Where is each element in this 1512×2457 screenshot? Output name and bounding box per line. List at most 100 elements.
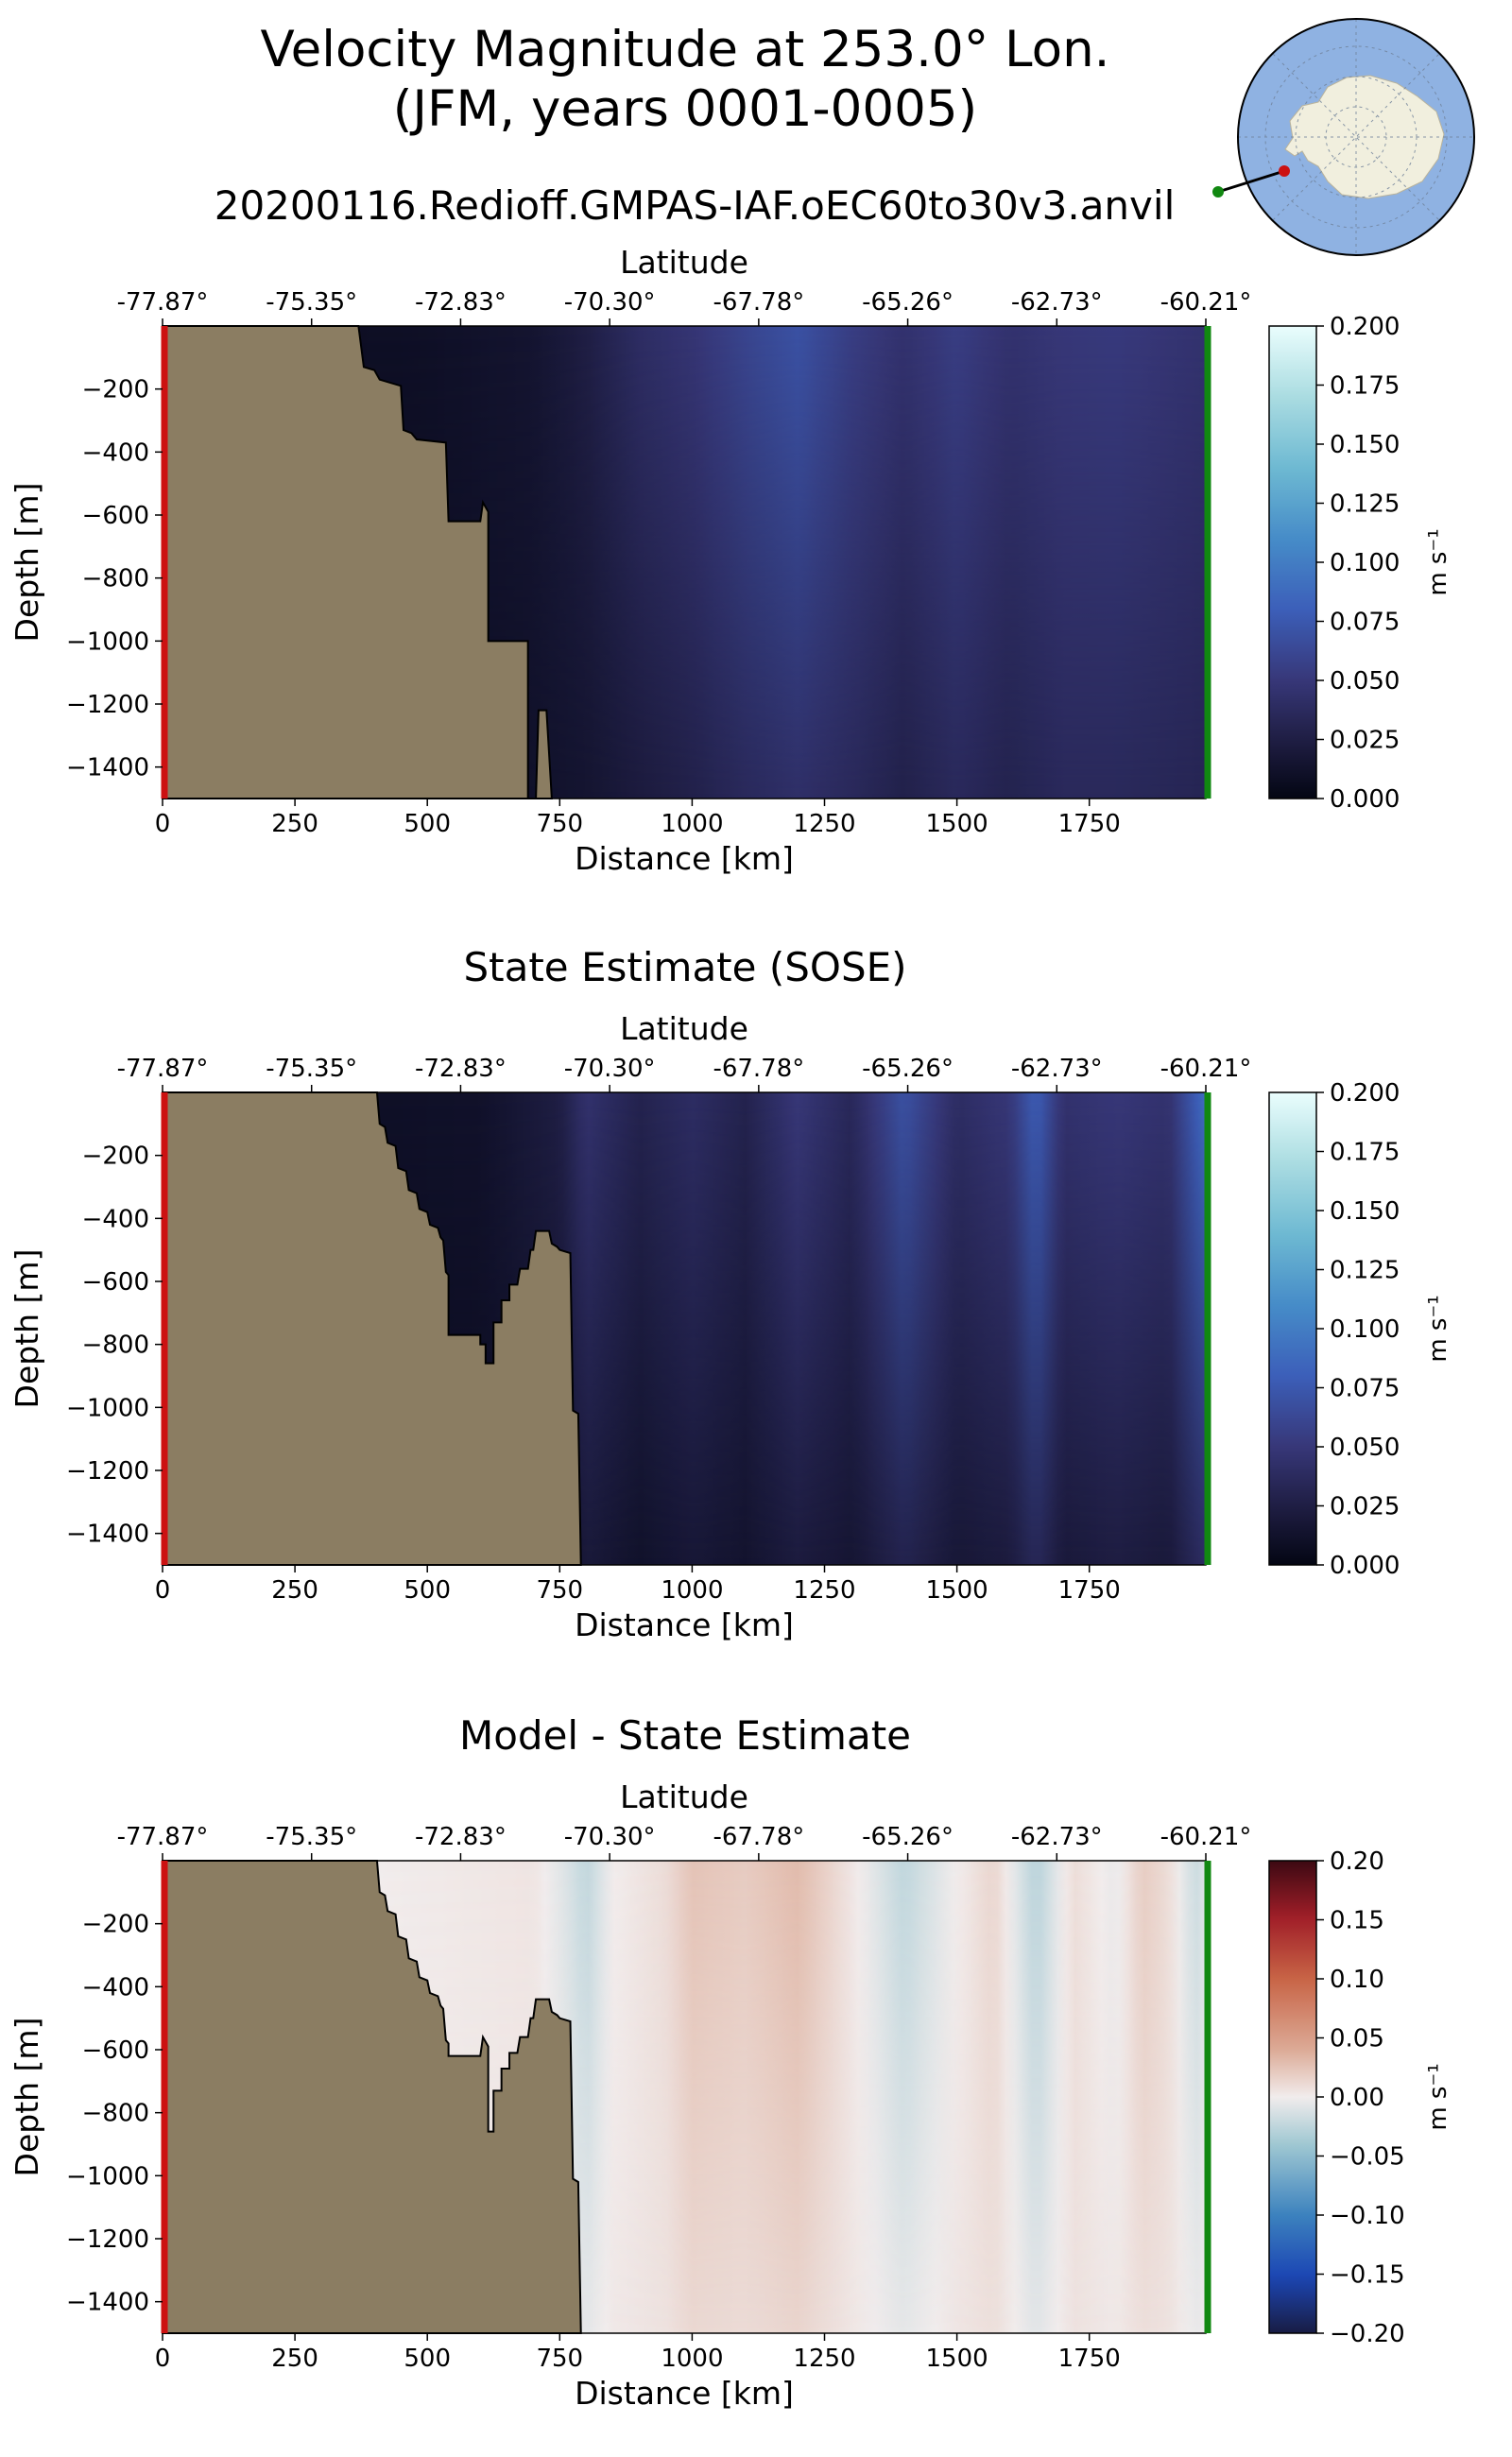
bathymetry-land bbox=[162, 1091, 582, 1566]
colorbar-tick-label: −0.05 bbox=[1330, 2143, 1405, 2172]
colorbar-tick-label: 0.10 bbox=[1330, 1966, 1384, 1994]
lat-tick-label: -60.21° bbox=[1160, 1823, 1252, 1851]
colorbar-tick-label: 0.15 bbox=[1330, 1907, 1384, 1935]
panel-title: State Estimate (SOSE) bbox=[463, 944, 906, 990]
lat-tick-label: -72.83° bbox=[415, 1055, 507, 1083]
x-tick-label: 250 bbox=[271, 810, 318, 838]
x-tick-label: 1750 bbox=[1058, 1576, 1121, 1605]
colorbar-tick-label: 0.025 bbox=[1330, 727, 1400, 755]
y-tick-label: −1200 bbox=[66, 691, 149, 719]
lat-axis-title: Latitude bbox=[620, 244, 748, 281]
y-tick-label: −800 bbox=[82, 2100, 149, 2128]
colorbar-tick-label: 0.20 bbox=[1330, 1847, 1384, 1876]
inset-map bbox=[1212, 18, 1475, 256]
x-tick-label: 1000 bbox=[661, 1576, 723, 1605]
colorbar-tick-label: 0.150 bbox=[1330, 431, 1400, 459]
x-tick-label: 250 bbox=[271, 1576, 318, 1605]
x-tick-label: 500 bbox=[404, 1576, 451, 1605]
lat-tick-label: -62.73° bbox=[1011, 1055, 1103, 1083]
x-axis-title: Distance [km] bbox=[575, 840, 794, 877]
x-axis-title: Distance [km] bbox=[575, 2375, 794, 2412]
x-tick-label: 1750 bbox=[1058, 810, 1121, 838]
y-tick-label: −200 bbox=[82, 376, 149, 404]
lat-tick-label: -65.26° bbox=[862, 1823, 954, 1851]
x-tick-label: 1500 bbox=[926, 1576, 988, 1605]
lat-tick-label: -75.35° bbox=[266, 288, 357, 317]
y-tick-label: −600 bbox=[82, 502, 149, 530]
transect-start-marker bbox=[1279, 165, 1290, 177]
colorbar-tick-label: −0.10 bbox=[1330, 2202, 1405, 2230]
colorbar-tick-label: 0.050 bbox=[1330, 667, 1400, 696]
x-tick-label: 0 bbox=[155, 1576, 171, 1605]
colorbar-label: m s⁻¹ bbox=[1424, 2063, 1452, 2130]
colorbar-tick-label: 0.175 bbox=[1330, 1139, 1400, 1167]
inset-graticule bbox=[1238, 19, 1474, 255]
y-axis-title: Depth [m] bbox=[9, 483, 45, 643]
colorbar-tick-label: 0.125 bbox=[1330, 490, 1400, 519]
x-tick-label: 1250 bbox=[793, 2345, 855, 2373]
y-tick-label: −400 bbox=[82, 1973, 149, 2002]
lat-tick-label: -65.26° bbox=[862, 288, 954, 317]
lat-tick-label: -60.21° bbox=[1160, 1055, 1252, 1083]
panel-sose: State Estimate (SOSE) 0 250 500 750 1000 1250 1… bbox=[9, 944, 1452, 1643]
x-tick-label: 0 bbox=[155, 2345, 171, 2373]
x-axis-title: Distance [km] bbox=[575, 1606, 794, 1643]
transect-line bbox=[1217, 169, 1285, 194]
colorbar-label: m s⁻¹ bbox=[1424, 1295, 1452, 1362]
x-tick-label: 1750 bbox=[1058, 2345, 1121, 2373]
lat-tick-label: -70.30° bbox=[564, 1055, 656, 1083]
x-tick-label: 1000 bbox=[661, 810, 723, 838]
colorbar-tick-label: 0.05 bbox=[1330, 2025, 1384, 2053]
y-tick-label: −200 bbox=[82, 1911, 149, 1939]
colorbar-tick-label: 0.075 bbox=[1330, 609, 1400, 637]
x-tick-label: 0 bbox=[155, 810, 171, 838]
colorbar-tick-label: −0.15 bbox=[1330, 2261, 1405, 2290]
lat-tick-label: -60.21° bbox=[1160, 288, 1252, 317]
colorbar-tick-label: 0.00 bbox=[1330, 2084, 1384, 2112]
colorbar bbox=[1268, 1860, 1317, 2334]
y-axis-title: Depth [m] bbox=[9, 1249, 45, 1409]
lat-tick-label: -72.83° bbox=[415, 1823, 507, 1851]
lat-tick-label: -77.87° bbox=[117, 1055, 209, 1083]
x-tick-label: 750 bbox=[536, 810, 583, 838]
y-tick-label: −400 bbox=[82, 1205, 149, 1233]
x-tick-label: 250 bbox=[271, 2345, 318, 2373]
y-tick-label: −1000 bbox=[66, 2162, 149, 2191]
y-tick-label: −600 bbox=[82, 2036, 149, 2065]
lat-tick-label: -77.87° bbox=[117, 1823, 209, 1851]
colorbar-tick-label: 0.100 bbox=[1330, 1315, 1400, 1344]
x-tick-label: 1500 bbox=[926, 2345, 988, 2373]
y-tick-label: −1400 bbox=[66, 2289, 149, 2317]
figure-subtitle: 20200116.Redioff.GMPAS-IAF.oEC60to30v3.a… bbox=[215, 182, 1176, 229]
colorbar-tick-label: 0.075 bbox=[1330, 1375, 1400, 1403]
y-tick-label: −400 bbox=[82, 438, 149, 467]
x-tick-label: 500 bbox=[404, 2345, 451, 2373]
panel-title: Model - State Estimate bbox=[459, 1712, 911, 1759]
lat-tick-label: -67.78° bbox=[713, 288, 804, 317]
colorbar-tick-label: 0.050 bbox=[1330, 1434, 1400, 1462]
y-tick-label: −1000 bbox=[66, 1394, 149, 1422]
lat-tick-label: -72.83° bbox=[415, 288, 507, 317]
colorbar-tick-label: 0.175 bbox=[1330, 372, 1400, 401]
transect-end-marker bbox=[1212, 186, 1224, 198]
x-tick-label: 1000 bbox=[661, 2345, 723, 2373]
lat-tick-label: -62.73° bbox=[1011, 1823, 1103, 1851]
colorbar-label: m s⁻¹ bbox=[1424, 528, 1452, 595]
figure-title-line1: Velocity Magnitude at 253.0° Lon. bbox=[260, 21, 1109, 78]
x-tick-label: 750 bbox=[536, 1576, 583, 1605]
y-tick-label: −600 bbox=[82, 1268, 149, 1297]
colorbar bbox=[1268, 325, 1317, 799]
inset-border bbox=[1237, 18, 1475, 256]
colorbar-tick-label: 0.200 bbox=[1330, 313, 1400, 341]
lat-tick-label: -67.78° bbox=[713, 1055, 804, 1083]
colorbar-tick-label: 0.100 bbox=[1330, 549, 1400, 577]
colorbar-tick-label: 0.000 bbox=[1330, 1552, 1400, 1580]
x-tick-label: 750 bbox=[536, 2345, 583, 2373]
y-tick-label: −1400 bbox=[66, 754, 149, 782]
lat-tick-label: -67.78° bbox=[713, 1823, 804, 1851]
colorbar-tick-label: 0.025 bbox=[1330, 1493, 1400, 1521]
colorbar-tick-label: 0.000 bbox=[1330, 785, 1400, 814]
y-axis-title: Depth [m] bbox=[9, 2018, 45, 2177]
colorbar-tick-label: 0.200 bbox=[1330, 1079, 1400, 1108]
